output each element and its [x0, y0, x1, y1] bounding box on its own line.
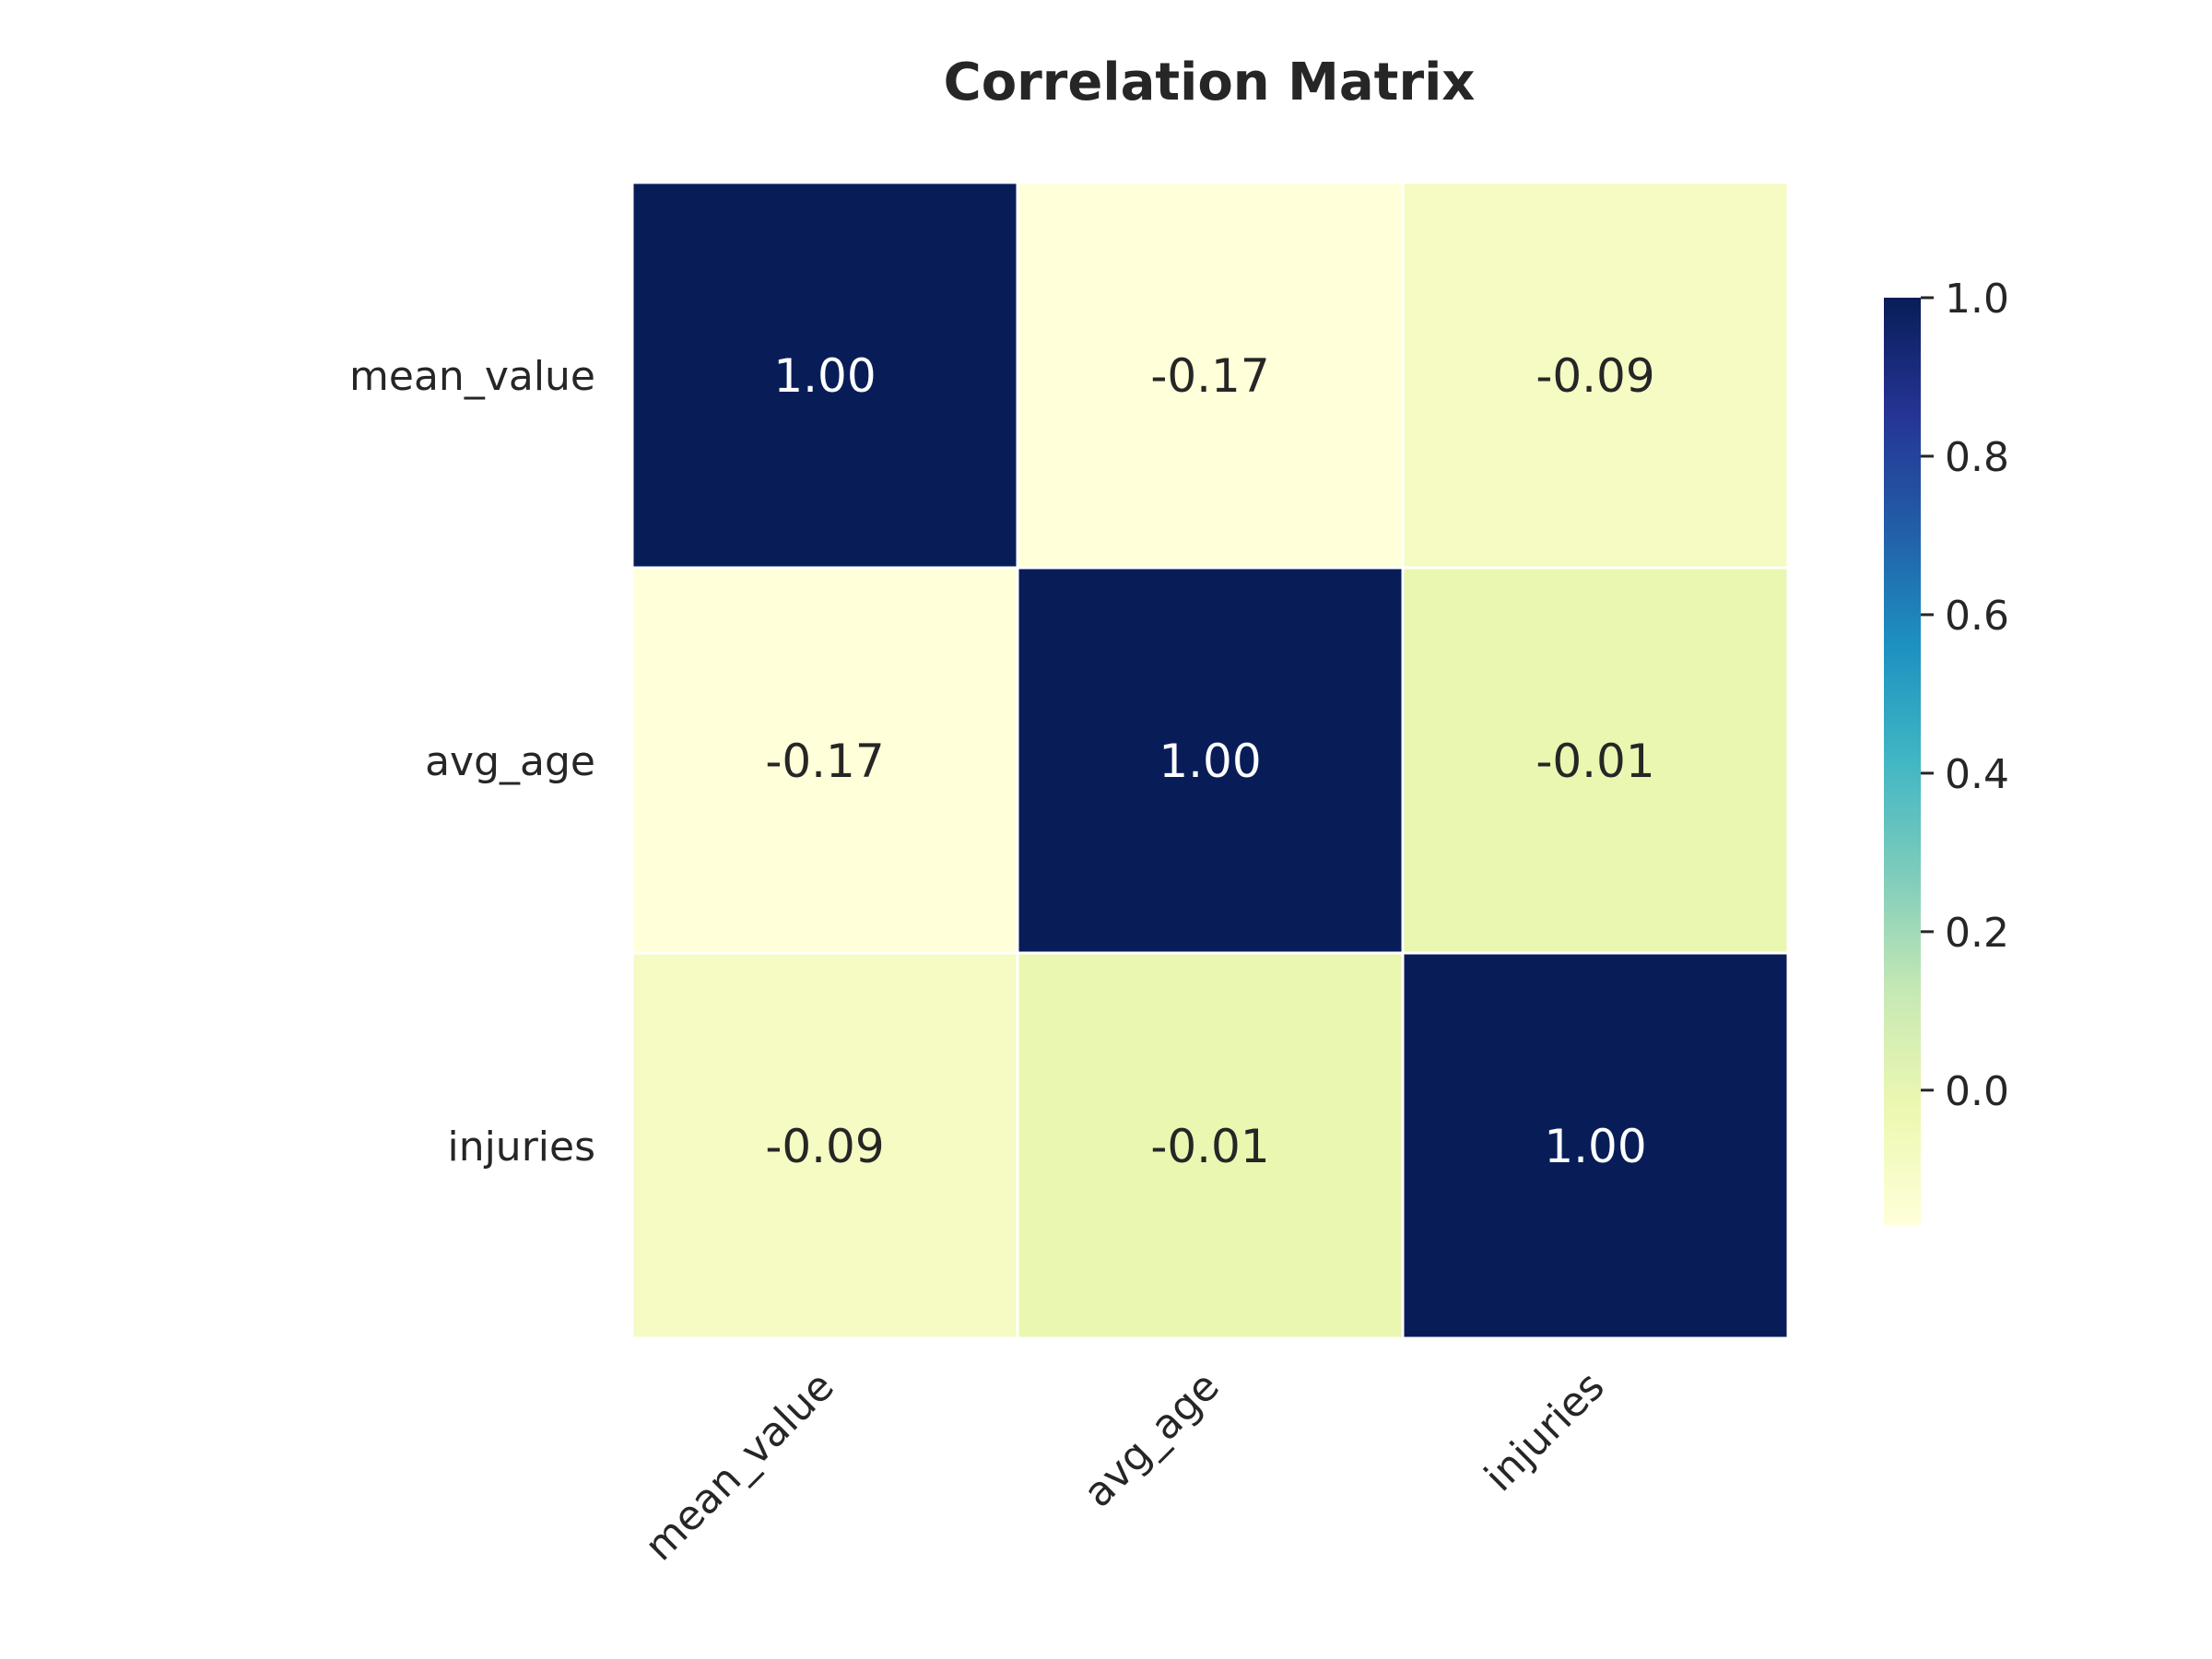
chart-title: Correlation Matrix — [944, 53, 1476, 112]
cell-value-label: 1.00 — [1544, 1120, 1646, 1173]
colorbar: 0.0 0.2 0.4 0.6 0.8 1.0 — [1884, 276, 2009, 1225]
x-tick-label: avg_age — [1075, 1363, 1229, 1517]
heatmap-cell — [1401, 181, 1790, 570]
y-tick-label: injuries — [447, 1124, 595, 1171]
cell-value-label: -0.09 — [765, 1120, 884, 1173]
x-tick-label: injuries — [1476, 1363, 1614, 1501]
cell-value-label: 1.00 — [773, 349, 876, 403]
cell-value-label: -0.09 — [1535, 349, 1654, 403]
cell-value-label: -0.17 — [1150, 349, 1269, 403]
heatmap-cell — [630, 951, 1019, 1340]
cell-value-label: -0.01 — [1535, 735, 1654, 788]
colorbar-gradient — [1884, 298, 1921, 1225]
y-tick-label: avg_age — [425, 738, 595, 785]
cell-value-label: -0.17 — [765, 735, 884, 788]
heatmap-cell — [1401, 951, 1790, 1340]
cell-value-label: 1.00 — [1159, 735, 1261, 788]
colorbar-tick-label: 0.2 — [1945, 910, 2009, 957]
heatmap-cell — [630, 181, 1019, 570]
heatmap-cell — [1016, 566, 1405, 955]
colorbar-tick-label: 0.4 — [1945, 751, 2009, 798]
heatmap-cell — [1016, 951, 1405, 1340]
colorbar-tick-label: 0.6 — [1945, 593, 2009, 640]
colorbar-tick-label: 1.0 — [1945, 276, 2009, 323]
heatmap-cell-labels: 1.00 -0.17 -0.09 -0.17 1.00 -0.01 -0.09 -0.01 1.… — [765, 349, 1654, 1173]
heatmap-cells — [630, 181, 1790, 1340]
heatmap-cell — [1016, 181, 1405, 570]
x-axis-tick-labels: mean_value avg_age injuries — [636, 1363, 1614, 1571]
y-tick-label: mean_value — [349, 353, 595, 400]
colorbar-tick-label: 0.8 — [1945, 434, 2009, 481]
heatmap-cell — [1401, 566, 1790, 955]
heatmap-cell — [630, 566, 1019, 955]
x-tick-label: mean_value — [636, 1363, 843, 1571]
y-axis-tick-labels: mean_value avg_age injuries — [349, 353, 595, 1171]
cell-value-label: -0.01 — [1150, 1120, 1269, 1173]
colorbar-ticks: 0.0 0.2 0.4 0.6 0.8 1.0 — [1921, 276, 2009, 1115]
colorbar-tick-label: 0.0 — [1945, 1068, 2009, 1115]
